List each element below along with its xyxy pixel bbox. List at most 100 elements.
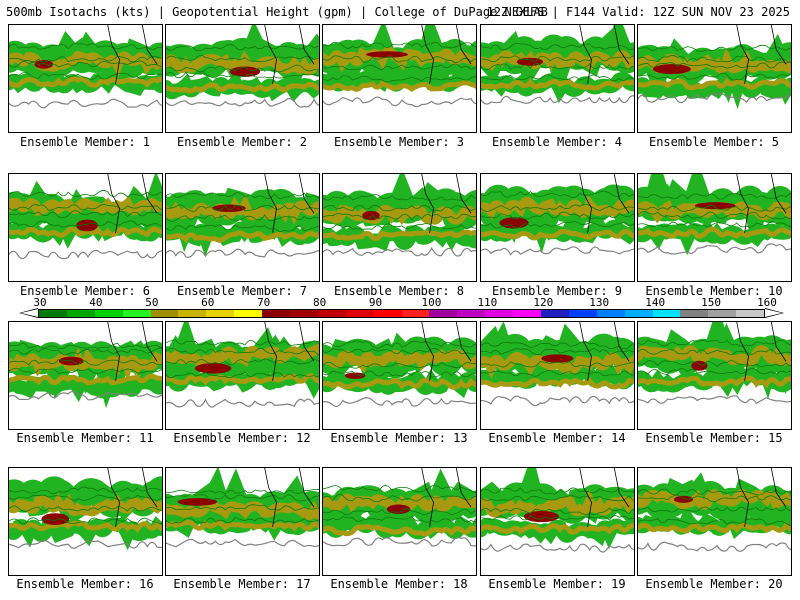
member-label-18: Ensemble Member: 18 [330, 577, 468, 591]
ensemble-map-14[interactable] [480, 321, 635, 430]
colorbar-swatch [178, 310, 207, 317]
jet-stream-map [323, 25, 476, 108]
ensemble-map-15[interactable] [637, 321, 792, 430]
colorbar-swatch [262, 310, 291, 317]
colorbar-tick-label: 30 [33, 296, 47, 309]
member-label-17: Ensemble Member: 17 [173, 577, 311, 591]
jet-stream-map [166, 468, 319, 548]
jet-stream-map [638, 25, 791, 110]
member-label-7: Ensemble Member: 7 [176, 284, 308, 298]
colorbar-swatch [66, 310, 95, 317]
product-title: 500mb Isotachs (kts) | Geopotential Heig… [6, 5, 548, 19]
colorbar-swatches [38, 309, 765, 318]
jet-stream-map [166, 174, 319, 258]
member-label-5: Ensemble Member: 5 [648, 135, 780, 149]
jet-stream-map [166, 25, 319, 108]
colorbar-tick-label: 110 [477, 296, 498, 309]
ensemble-map-13[interactable] [322, 321, 477, 430]
member-label-2: Ensemble Member: 2 [176, 135, 308, 149]
member-label-3: Ensemble Member: 3 [333, 135, 465, 149]
colorbar-swatch [568, 310, 597, 317]
jet-stream-map [638, 468, 791, 552]
colorbar-tick-label: 130 [589, 296, 610, 309]
colorbar-swatch [290, 310, 318, 317]
colorbar-swatch [485, 310, 514, 317]
ensemble-map-19[interactable] [480, 467, 635, 576]
member-label-6: Ensemble Member: 6 [19, 284, 151, 298]
isotach-colorbar: 30405060708090100110120130140150160170 [10, 296, 790, 320]
colorbar-swatch [457, 310, 486, 317]
jet-stream-map [638, 174, 791, 256]
colorbar-swatch [736, 310, 765, 317]
colorbar-swatch [122, 310, 151, 317]
ensemble-map-12[interactable] [165, 321, 320, 430]
ensemble-map-9[interactable] [480, 173, 635, 282]
ensemble-map-4[interactable] [480, 24, 635, 133]
colorbar-tick-label: 100 [421, 296, 442, 309]
member-label-1: Ensemble Member: 1 [19, 135, 151, 149]
colorbar-tick-label: 160 [757, 296, 777, 309]
ensemble-map-10[interactable] [637, 173, 792, 282]
colorbar-swatch [150, 310, 179, 317]
ensemble-map-5[interactable] [637, 24, 792, 133]
member-label-19: Ensemble Member: 19 [488, 577, 626, 591]
jet-stream-map [481, 322, 634, 407]
ensemble-map-18[interactable] [322, 467, 477, 576]
jet-stream-map [9, 468, 162, 551]
jet-stream-map [323, 174, 476, 257]
colorbar-swatch [652, 310, 681, 317]
colorbar-swatch [94, 310, 123, 317]
colorbar-swatch [234, 310, 263, 317]
jet-stream-map [638, 322, 791, 405]
colorbar-swatch [708, 310, 737, 317]
model-valid-time: 12Z GEFS | F144 Valid: 12Z SUN NOV 23 20… [486, 5, 790, 19]
colorbar-swatch [317, 310, 346, 317]
colorbar-swatch [429, 310, 458, 317]
colorbar-swatch [541, 310, 569, 317]
member-label-8: Ensemble Member: 8 [333, 284, 465, 298]
jet-stream-map [323, 468, 476, 547]
colorbar-swatch [373, 310, 402, 317]
colorbar-tick-label: 60 [201, 296, 215, 309]
ensemble-map-16[interactable] [8, 467, 163, 576]
member-label-11: Ensemble Member: 11 [16, 431, 154, 445]
member-label-4: Ensemble Member: 4 [491, 135, 623, 149]
jet-stream-map [9, 174, 162, 260]
ensemble-map-7[interactable] [165, 173, 320, 282]
member-label-13: Ensemble Member: 13 [330, 431, 468, 445]
member-label-16: Ensemble Member: 16 [16, 577, 154, 591]
member-label-9: Ensemble Member: 9 [491, 284, 623, 298]
chart-header: 500mb Isotachs (kts) | Geopotential Heig… [0, 0, 800, 22]
colorbar-tick-label: 90 [368, 296, 383, 309]
colorbar-swatch [39, 310, 67, 317]
colorbar-tick-label: 70 [257, 296, 271, 309]
colorbar-swatch [624, 310, 653, 317]
colorbar-swatch [680, 310, 709, 317]
ensemble-map-17[interactable] [165, 467, 320, 576]
member-label-12: Ensemble Member: 12 [173, 431, 311, 445]
colorbar-swatch [345, 310, 374, 317]
colorbar-tick-label: 150 [701, 296, 721, 309]
jet-stream-map [481, 174, 634, 256]
jet-stream-map [481, 25, 634, 105]
colorbar-tick-label: 80 [312, 296, 327, 309]
jet-stream-map [9, 322, 162, 409]
colorbar-right-arrow-fill [765, 309, 782, 317]
ensemble-map-3[interactable] [322, 24, 477, 133]
ensemble-map-11[interactable] [8, 321, 163, 430]
colorbar-tick-label: 140 [645, 296, 666, 309]
ensemble-map-20[interactable] [637, 467, 792, 576]
member-label-20: Ensemble Member: 20 [645, 577, 783, 591]
member-label-10: Ensemble Member: 10 [645, 284, 783, 298]
colorbar-swatch [596, 310, 625, 317]
colorbar-tick-label: 120 [533, 296, 554, 309]
jet-stream-map [166, 322, 319, 408]
colorbar-tick-label: 40 [89, 296, 103, 309]
jet-stream-map [9, 25, 162, 109]
member-label-14: Ensemble Member: 14 [488, 431, 626, 445]
ensemble-map-1[interactable] [8, 24, 163, 133]
ensemble-map-2[interactable] [165, 24, 320, 133]
jet-stream-map [481, 468, 634, 553]
ensemble-map-8[interactable] [322, 173, 477, 282]
ensemble-map-6[interactable] [8, 173, 163, 282]
